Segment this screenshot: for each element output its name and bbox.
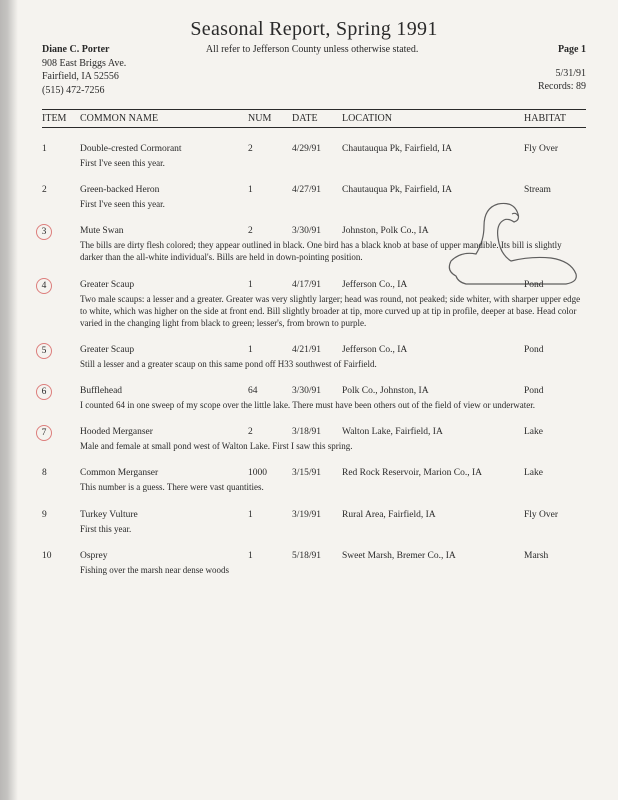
entry-common-name: Greater Scaup: [80, 345, 248, 355]
col-item: ITEM: [42, 113, 80, 124]
author-street: 908 East Briggs Ave.: [42, 57, 126, 71]
entry-habitat: Lake: [504, 427, 586, 437]
entry-row: Bufflehead643/30/91Polk Co., Johnston, I…: [42, 386, 586, 396]
entry-num: 1: [248, 280, 292, 290]
entry-num: 2: [248, 427, 292, 437]
entry-item: 8: [42, 468, 80, 478]
entry-common-name: Common Merganser: [80, 468, 248, 478]
entry-common-name: Turkey Vulture: [80, 510, 248, 520]
entry-item: 10: [42, 551, 80, 561]
entry-note: Fishing over the marsh near dense woods: [42, 564, 586, 576]
entry-common-name: Bufflehead: [80, 386, 248, 396]
author-block: Diane C. Porter 908 East Briggs Ave. Fai…: [42, 43, 126, 97]
entry-num: 2: [248, 226, 292, 236]
item-circle-annotation: 4: [36, 278, 52, 294]
entry-row: 10Osprey15/18/91Sweet Marsh, Bremer Co.,…: [42, 551, 586, 561]
entry-date: 3/15/91: [292, 468, 342, 478]
entry-num: 1: [248, 551, 292, 561]
entry-date: 3/19/91: [292, 510, 342, 520]
item-circle-annotation: 3: [36, 224, 52, 240]
entry-row: Hooded Merganser23/18/91Walton Lake, Fai…: [42, 427, 586, 437]
entry-habitat: Lake: [504, 468, 586, 478]
col-date: DATE: [292, 113, 342, 124]
entry-common-name: Greater Scaup: [80, 280, 248, 290]
col-name: COMMON NAME: [80, 113, 248, 124]
entry-common-name: Osprey: [80, 551, 248, 561]
entry-common-name: Mute Swan: [80, 226, 248, 236]
entry-row: Greater Scaup14/21/91Jefferson Co., IAPo…: [42, 345, 586, 355]
entry-note: First this year.: [42, 523, 586, 535]
subtitle: All refer to Jefferson County unless oth…: [126, 43, 538, 97]
report-date: 5/31/91: [538, 67, 586, 81]
entry-date: 4/17/91: [292, 280, 342, 290]
entry-note: Two male scaups: a lesser and a greater.…: [42, 293, 586, 329]
entry-date: 4/27/91: [292, 185, 342, 195]
author-phone: (515) 472-7256: [42, 84, 126, 98]
entry-habitat: Fly Over: [504, 510, 586, 520]
entry-location: Walton Lake, Fairfield, IA: [342, 427, 504, 437]
entry-row: 9Turkey Vulture13/19/91Rural Area, Fairf…: [42, 510, 586, 520]
entry-habitat: Pond: [504, 345, 586, 355]
entry-item: 2: [42, 185, 80, 195]
entry-date: 4/29/91: [292, 144, 342, 154]
entry-date: 3/18/91: [292, 427, 342, 437]
entry: 1Double-crested Cormorant24/29/91Chautau…: [42, 128, 586, 169]
entry-location: Rural Area, Fairfield, IA: [342, 510, 504, 520]
entry-num: 2: [248, 144, 292, 154]
entry-habitat: Pond: [504, 386, 586, 396]
entry-date: 3/30/91: [292, 386, 342, 396]
entry-note: Male and female at small pond west of Wa…: [42, 440, 586, 452]
entry-num: 64: [248, 386, 292, 396]
entry-location: Sweet Marsh, Bremer Co., IA: [342, 551, 504, 561]
entry-habitat: Fly Over: [504, 144, 586, 154]
entry-row: 1Double-crested Cormorant24/29/91Chautau…: [42, 144, 586, 154]
entry-row: 2Green-backed Heron14/27/91Chautauqua Pk…: [42, 185, 586, 195]
entry: 9Turkey Vulture13/19/91Rural Area, Fairf…: [42, 494, 586, 535]
entry-item: 1: [42, 144, 80, 154]
item-circle-annotation: 7: [36, 425, 52, 441]
entry-habitat: Marsh: [504, 551, 586, 561]
entry-date: 5/18/91: [292, 551, 342, 561]
author-name: Diane C. Porter: [42, 43, 126, 57]
entry-item: 9: [42, 510, 80, 520]
entry: 10Osprey15/18/91Sweet Marsh, Bremer Co.,…: [42, 535, 586, 576]
entry-location: Jefferson Co., IA: [342, 345, 504, 355]
entry: 6Bufflehead643/30/91Polk Co., Johnston, …: [42, 370, 586, 411]
entry-note: First I've seen this year.: [42, 157, 586, 169]
entry-habitat: Stream: [504, 185, 586, 195]
entry-note: I counted 64 in one sweep of my scope ov…: [42, 399, 586, 411]
header-row: Diane C. Porter 908 East Briggs Ave. Fai…: [42, 43, 586, 97]
entry-num: 1: [248, 510, 292, 520]
entry-num: 1000: [248, 468, 292, 478]
entry-date: 4/21/91: [292, 345, 342, 355]
entry-num: 1: [248, 345, 292, 355]
entry: 8Common Merganser10003/15/91Red Rock Res…: [42, 452, 586, 493]
col-num: NUM: [248, 113, 292, 124]
entry-note: Still a lesser and a greater scaup on th…: [42, 358, 586, 370]
entry-num: 1: [248, 185, 292, 195]
entry: 7Hooded Merganser23/18/91Walton Lake, Fa…: [42, 411, 586, 452]
entry-note: This number is a guess. There were vast …: [42, 481, 586, 493]
entry-location: Polk Co., Johnston, IA: [342, 386, 504, 396]
entry-location: Chautauqua Pk, Fairfield, IA: [342, 144, 504, 154]
entry-common-name: Green-backed Heron: [80, 185, 248, 195]
entry-location: Chautauqua Pk, Fairfield, IA: [342, 185, 504, 195]
entry-common-name: Hooded Merganser: [80, 427, 248, 437]
meta-block: Page 1 5/31/91 Records: 89: [538, 43, 586, 97]
col-habitat: HABITAT: [504, 113, 586, 124]
report-title: Seasonal Report, Spring 1991: [42, 18, 586, 41]
page-label: Page 1: [538, 43, 586, 57]
records-count: Records: 89: [538, 80, 586, 94]
item-circle-annotation: 6: [36, 384, 52, 400]
column-header-row: ITEM COMMON NAME NUM DATE LOCATION HABIT…: [42, 109, 586, 128]
entry-common-name: Double-crested Cormorant: [80, 144, 248, 154]
author-city: Fairfield, IA 52556: [42, 70, 126, 84]
entry-row: 8Common Merganser10003/15/91Red Rock Res…: [42, 468, 586, 478]
item-circle-annotation: 5: [36, 343, 52, 359]
entry: 5Greater Scaup14/21/91Jefferson Co., IAP…: [42, 329, 586, 370]
col-location: LOCATION: [342, 113, 504, 124]
entry-location: Red Rock Reservoir, Marion Co., IA: [342, 468, 504, 478]
swan-illustration: [436, 196, 586, 296]
entry-date: 3/30/91: [292, 226, 342, 236]
